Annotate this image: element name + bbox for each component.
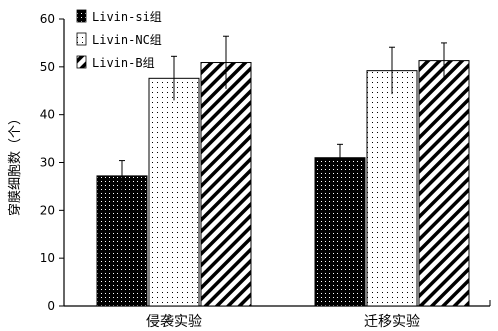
y-tick-label: 60 (40, 12, 55, 26)
legend-label-livin-nc: Livin-NC组 (92, 33, 162, 47)
y-ticks: 0 10 20 30 40 50 60 (40, 12, 64, 313)
legend-swatch-livin-si (76, 9, 87, 23)
bar (418, 60, 470, 307)
y-axis: 0 10 20 30 40 50 60 穿膜细胞数（个） (7, 12, 65, 313)
bars (96, 35, 470, 307)
y-tick-label: 30 (40, 156, 55, 170)
y-tick-label: 0 (47, 299, 55, 313)
bar (366, 70, 418, 307)
bar (314, 157, 366, 307)
legend-item-livin-nc: Livin-NC组 (76, 32, 162, 47)
bar (200, 62, 252, 307)
legend-item-livin-b: Livin-B组 (76, 55, 155, 70)
legend: Livin-si组 Livin-NC组 Livin-B组 (76, 9, 162, 70)
x-category-label: 侵袭实验 (146, 313, 202, 330)
y-tick-label: 10 (40, 251, 55, 265)
y-tick-label: 50 (40, 60, 55, 74)
y-axis-label: 穿膜细胞数（个） (7, 112, 23, 216)
bar (148, 77, 200, 307)
legend-swatch-livin-b (76, 55, 87, 69)
y-tick-label: 40 (40, 108, 55, 122)
legend-label-livin-b: Livin-B组 (92, 56, 155, 70)
legend-label-livin-si: Livin-si组 (92, 10, 162, 24)
legend-item-livin-si: Livin-si组 (76, 9, 162, 24)
bar (96, 175, 148, 307)
x-category-label: 迁移实验 (364, 314, 420, 330)
y-tick-label: 20 (40, 203, 55, 217)
x-categories: 侵袭实验 迁移实验 (146, 313, 420, 330)
legend-swatch-livin-nc (76, 32, 87, 46)
